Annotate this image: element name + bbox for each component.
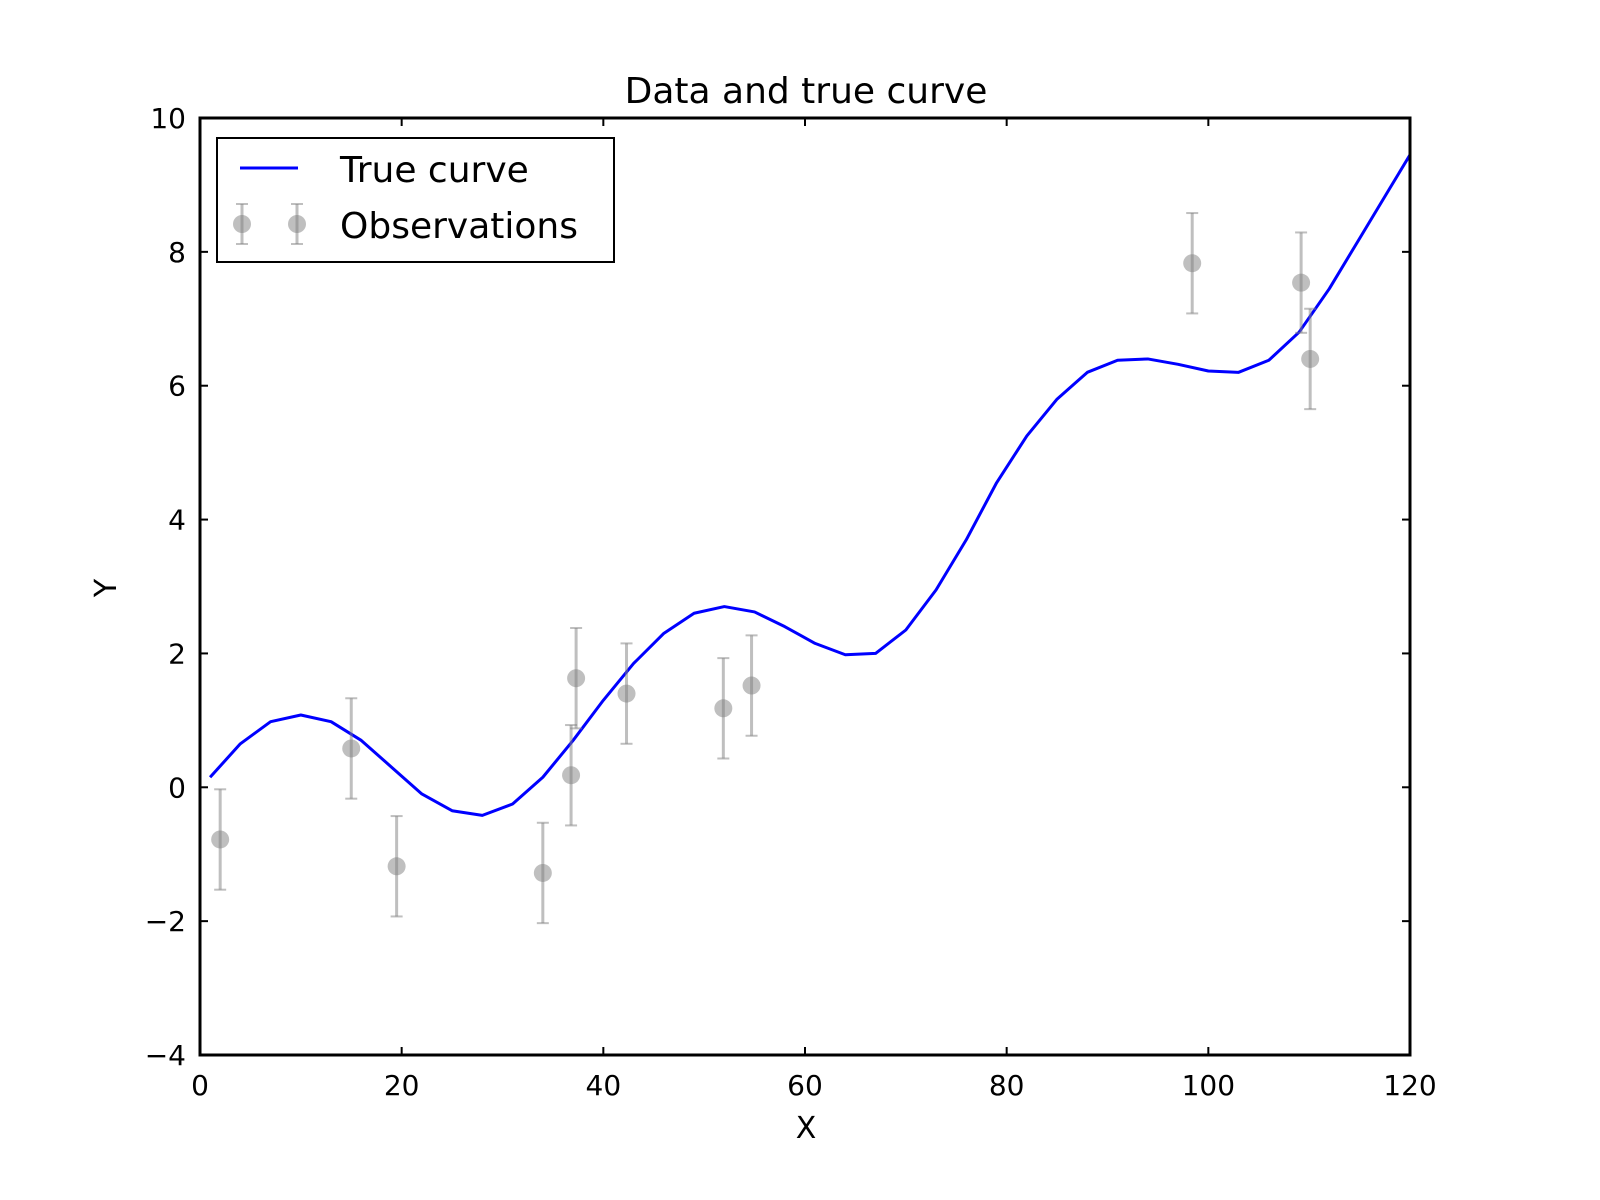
observation-point [742,634,761,737]
observation-point [1292,231,1311,334]
observation-marker [742,676,761,695]
observation-point [1183,212,1202,315]
observation-point [342,697,361,800]
observation-point [211,788,230,891]
observation-marker [1183,254,1202,273]
legend-box [216,137,615,263]
observation-point [617,642,636,745]
y-tick-label: 10 [150,102,186,135]
legend-label-observations: Observations [340,206,578,247]
x-axis-label: X [796,1111,817,1146]
observation-marker [533,863,552,882]
observation-marker [714,699,733,718]
observation-marker [617,684,636,703]
observation-marker [567,669,586,688]
y-tick-label: 8 [168,236,186,269]
observation-marker [387,857,406,876]
legend-errorbar-swatch [233,203,306,245]
chart-title: Data and true curve [625,71,988,112]
observation-marker [1301,349,1320,368]
observation-marker [211,830,230,849]
y-tick-label: 2 [168,637,186,670]
x-tick-label: 100 [1182,1069,1235,1102]
true-curve-line [208,154,1412,817]
y-tick-label: −4 [145,1039,186,1072]
observation-point [714,657,733,760]
y-tick-label: 0 [168,771,186,804]
observation-point [567,626,586,730]
x-tick-label: 40 [586,1069,622,1102]
x-tick-label: 60 [787,1069,823,1102]
y-tick-label: 6 [168,370,186,403]
x-tick-label: 0 [191,1069,209,1102]
y-axis: −4 −2 0 2 4 6 8 10 [145,102,1410,1072]
observation-marker [342,739,361,758]
observation-marker [1292,273,1311,292]
legend: True curve Observations [216,137,615,263]
y-tick-label: −2 [145,905,186,938]
observation-point [533,821,552,925]
observation-marker [562,766,581,785]
x-tick-label: 120 [1383,1069,1436,1102]
observation-point [387,815,406,918]
plot-area [208,154,1412,925]
observation-point [562,724,581,827]
x-axis: 0 20 40 60 80 100 120 [191,118,1437,1102]
x-tick-label: 20 [384,1069,420,1102]
x-tick-label: 80 [989,1069,1025,1102]
y-tick-label: 4 [168,504,186,537]
legend-label-true-curve: True curve [339,150,529,191]
observation-point [1301,307,1320,411]
y-axis-label: Y [89,578,124,598]
